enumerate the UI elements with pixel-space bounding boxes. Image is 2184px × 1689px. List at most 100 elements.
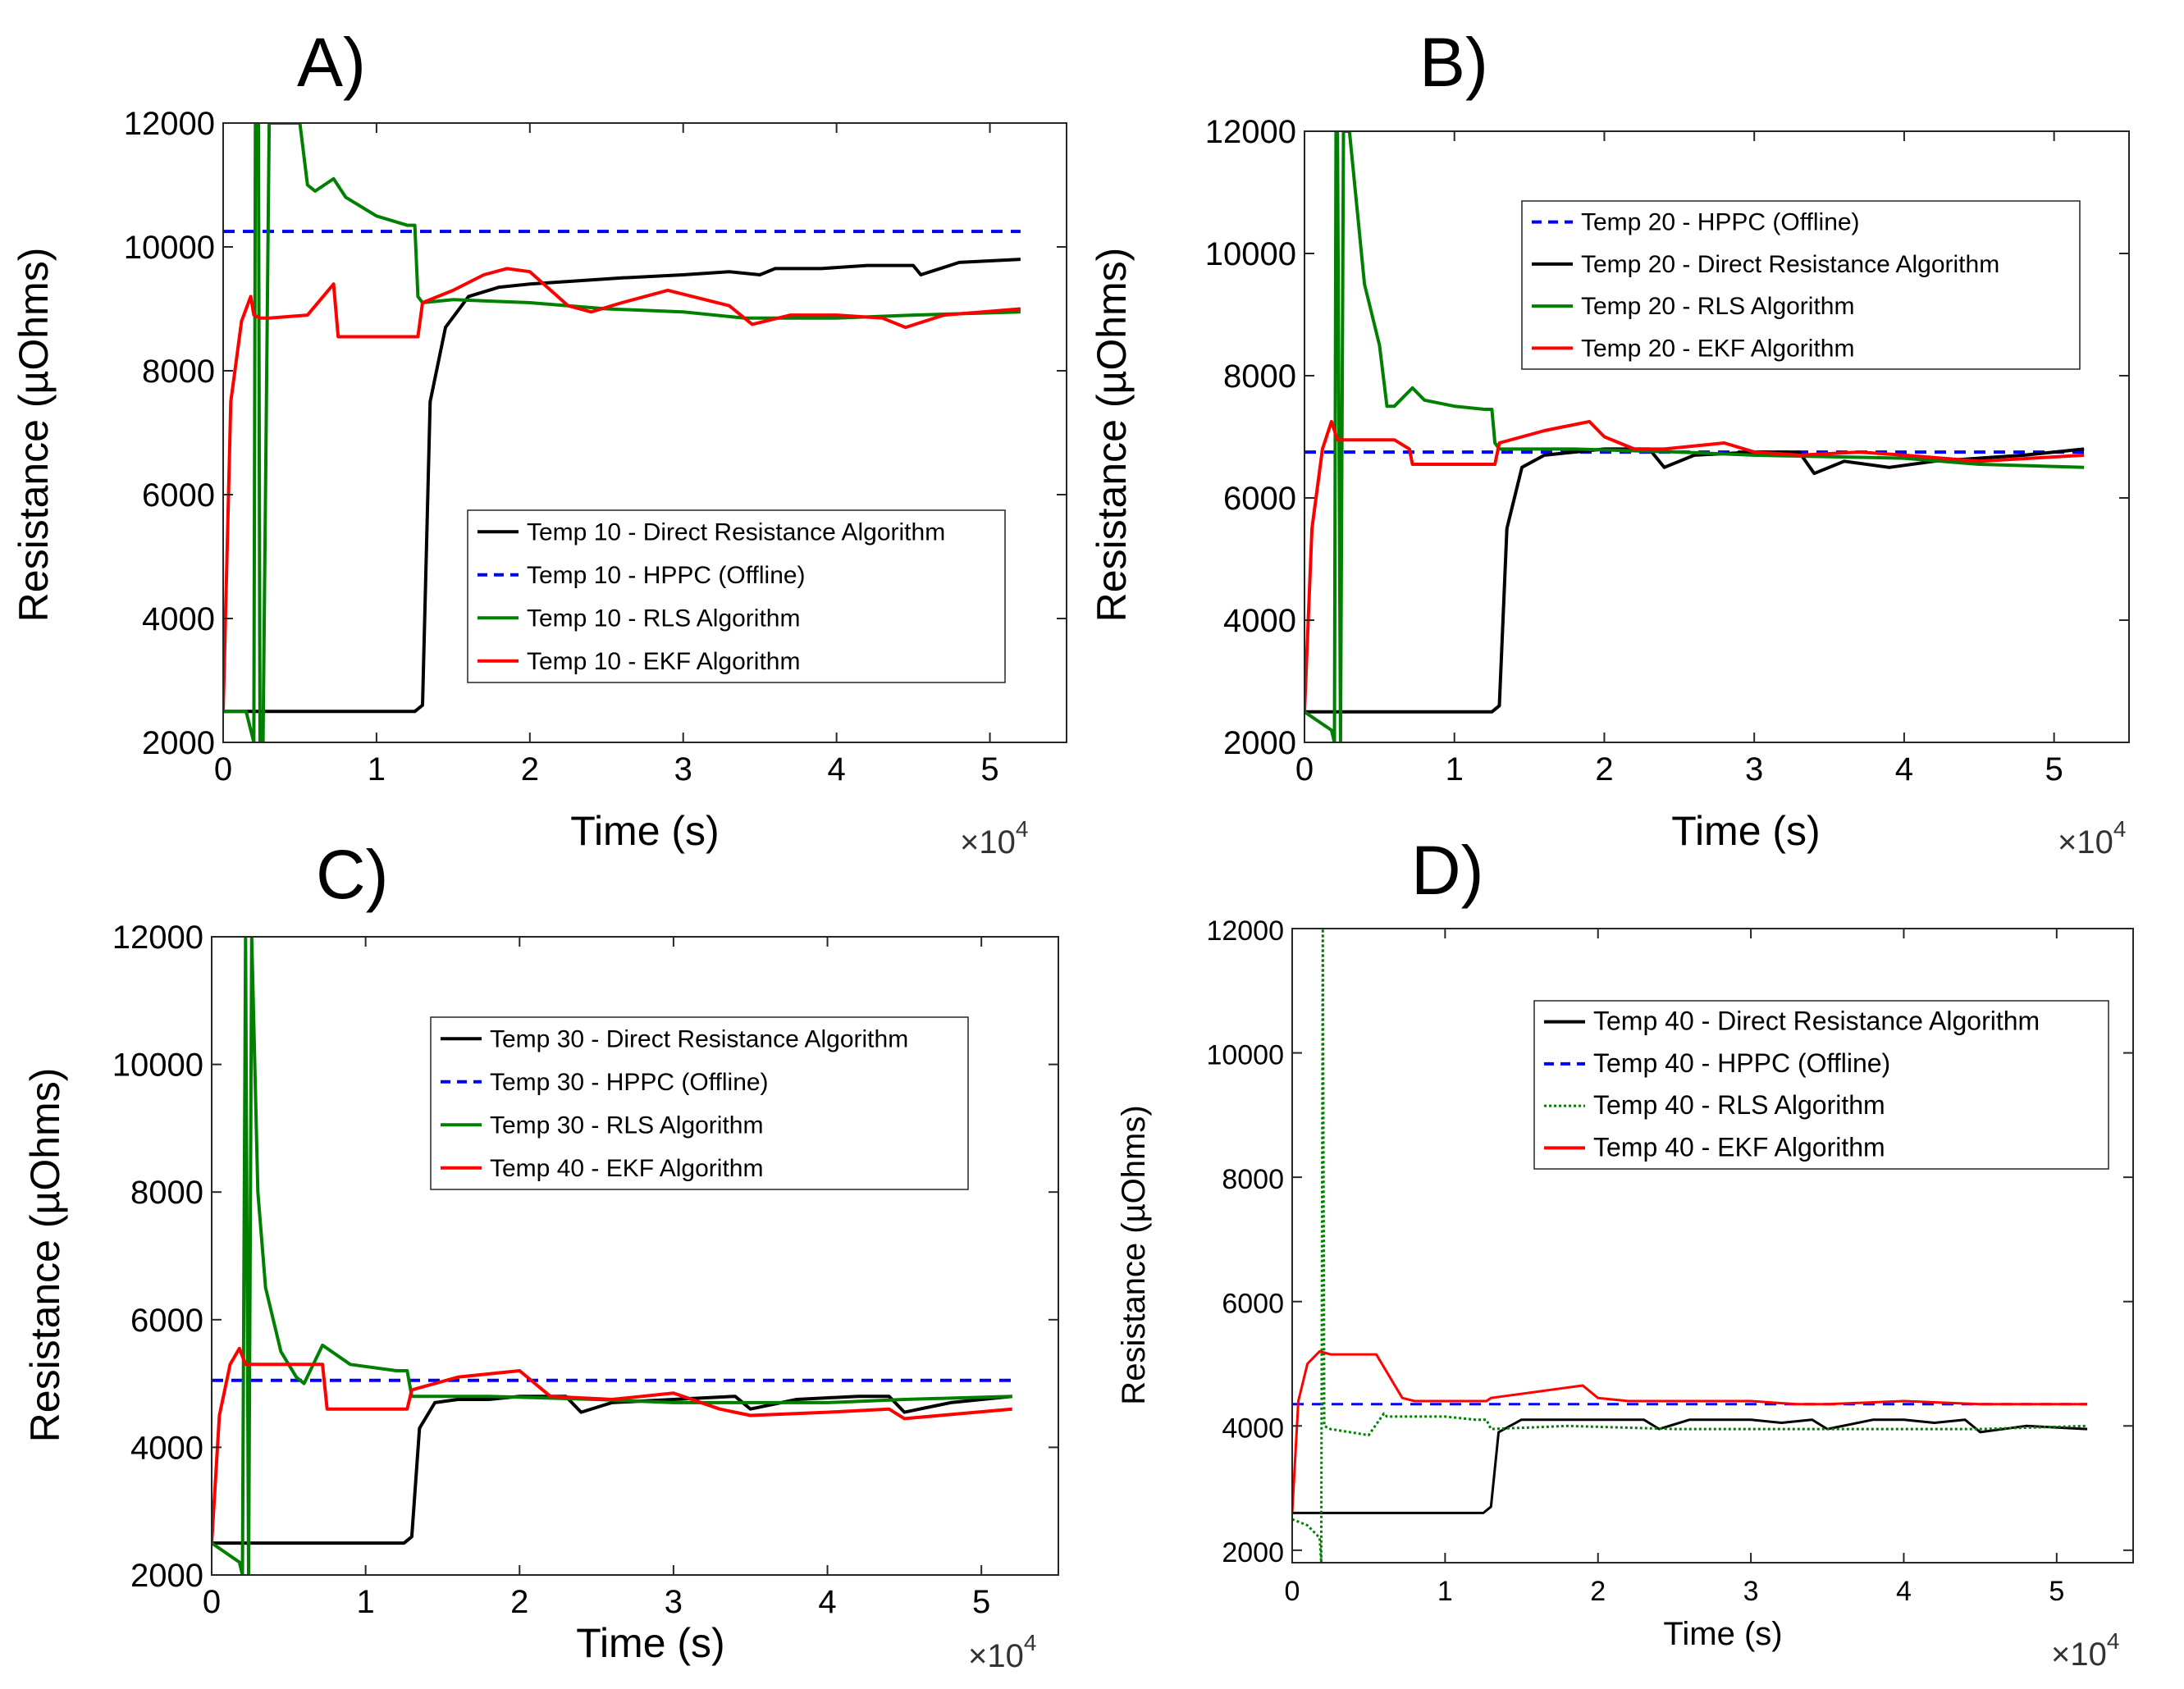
legend-entry-label: Temp 30 - Direct Resistance Algorithm [490,1025,908,1052]
y-axis-label: Resistance (µOhms) [22,1068,68,1443]
legend: Temp 10 - Direct Resistance Algorithm Tem… [467,509,1006,683]
y-tick-label: 8000 [1223,358,1296,395]
legend: Temp 20 - HPPC (Offline) Temp 20 - Direct… [1521,200,2081,370]
x-tick-label: 5 [972,1584,990,1620]
x-tick-label: 3 [1745,751,1763,787]
x-axis-label: Time (s) [576,1620,724,1666]
axes-box [222,122,1067,743]
panel-c: C) 0 1 2 3 4 5 2000 4000 6000 8000 10000 12000 Time (… [22,836,1059,1674]
x-tick-label: 2 [1590,1576,1606,1607]
legend-box [467,509,1006,683]
x-tick-label: 3 [665,1584,683,1620]
series-group [223,123,1021,742]
series-group [1292,929,2088,1563]
series-line-ekf [1304,419,2085,712]
legend-entry-label: Temp 20 - Direct Resistance Algorithm [1581,251,1999,278]
y-tick-label: 10000 [124,230,215,266]
y-tick-label: 8000 [130,1175,203,1211]
legend-entry-label: Temp 40 - RLS Algorithm [1593,1090,1885,1120]
x-tick-label: 1 [357,1584,375,1620]
y-tick-label: 2000 [130,1558,203,1594]
legend-entry-label: Temp 20 - HPPC (Offline) [1581,209,1860,236]
y-tick-label: 12000 [1205,114,1296,150]
x-tick-label: 5 [980,751,998,787]
legend-entry-label: Temp 10 - HPPC (Offline) [527,562,806,589]
legend-entry-label: Temp 10 - RLS Algorithm [527,605,800,632]
x-tick-label: 4 [1896,1576,1912,1607]
y-tick-label: 8000 [142,354,215,390]
legend-box [430,1016,969,1190]
legend-entry-label: Temp 30 - HPPC (Offline) [490,1069,769,1096]
series-line-direct [223,258,1021,714]
y-tick-label: 2000 [1222,1537,1284,1568]
x-tick-label: 0 [214,751,232,787]
x-tick-label: 3 [1743,1576,1759,1607]
legend-entry-label: Temp 10 - EKF Algorithm [527,648,800,675]
y-tick-label: 2000 [142,725,215,761]
panel-b: B) 0 1 2 3 4 5 2000 4000 6000 8000 10000 12000 Time (… [1089,24,2130,860]
legend-entry-label: Temp 40 - EKF Algorithm [490,1155,763,1182]
series-line-direct [1304,447,2085,714]
y-tick-label: 4000 [142,601,215,637]
legend-box [1533,1000,2109,1170]
y-tick-label: 12000 [124,106,215,142]
y-tick-label: 10000 [1206,1040,1284,1071]
y-tick-label: 2000 [1223,725,1296,761]
series-line-ekf [223,267,1021,712]
series-line-direct [212,1395,1012,1545]
y-tick-label: 6000 [142,477,215,514]
x-multiplier-label: ×104 [2051,1628,2119,1673]
x-tick-label: 0 [1295,751,1314,787]
y-tick-label: 8000 [1222,1164,1284,1195]
y-axis-label: Resistance (µOhms) [1116,1105,1152,1404]
axes-box [1304,130,2130,743]
y-axis-label: Resistance (µOhms) [1089,248,1135,623]
y-tick-label: 10000 [112,1048,203,1084]
x-tick-label: 0 [1285,1576,1300,1607]
x-tick-label: 4 [828,751,846,787]
x-axis-label: Time (s) [1671,808,1820,854]
x-multiplier-label: ×104 [960,816,1028,860]
axes-box [1291,928,2134,1563]
legend-entry-label: Temp 40 - EKF Algorithm [1593,1132,1885,1162]
x-tick-label: 5 [2045,751,2063,787]
x-axis-label: Time (s) [570,808,719,854]
y-tick-label: 12000 [1206,915,1284,947]
y-tick-label: 6000 [1222,1289,1284,1320]
panel-letter: D) [1411,832,1484,909]
x-tick-label: 4 [818,1584,836,1620]
x-tick-label: 1 [368,751,386,787]
x-multiplier-label: ×104 [2058,816,2126,860]
x-tick-label: 2 [510,1584,528,1620]
legend-entry-label: Temp 10 - Direct Resistance Algorithm [527,518,945,546]
y-tick-label: 6000 [130,1303,203,1339]
axes-box [211,936,1059,1576]
legend-box [1521,200,2081,370]
y-tick-label: 6000 [1223,481,1296,517]
legend-entry-label: Temp 40 - Direct Resistance Algorithm [1593,1007,2040,1036]
y-tick-label: 10000 [1205,236,1296,272]
legend: Temp 30 - Direct Resistance Algorithm Tem… [430,1016,969,1190]
panel-a: A) 0 1 2 3 4 5 2000 4000 6000 8000 10000 12000 Time (… [11,24,1067,860]
legend: Temp 40 - Direct Resistance Algorithm Tem… [1533,1000,2109,1170]
series-group [212,937,1012,1575]
y-tick-label: 4000 [1223,603,1296,639]
series-line-ekf [1292,1349,2088,1513]
x-tick-label: 2 [1595,751,1613,787]
y-tick-label: 4000 [1222,1413,1284,1444]
legend-entry-label: Temp 20 - EKF Algorithm [1581,335,1854,362]
x-tick-label: 0 [203,1584,221,1620]
series-line-rls [1304,131,2085,742]
x-tick-label: 4 [1895,751,1913,787]
x-tick-label: 1 [1446,751,1464,787]
panel-d: D) 0 1 2 3 4 5 2000 4000 6000 8000 10000 12000 Time (… [1116,832,2134,1673]
series-line-direct [1292,1418,2088,1514]
series-line-rls [1292,929,2088,1563]
panel-letter: B) [1419,24,1488,101]
panel-letter: C) [316,836,389,913]
x-tick-label: 3 [674,751,692,787]
y-axis-label: Resistance (µOhms) [11,248,57,623]
legend-entry-label: Temp 40 - HPPC (Offline) [1593,1048,1890,1078]
x-multiplier-label: ×104 [968,1630,1036,1674]
